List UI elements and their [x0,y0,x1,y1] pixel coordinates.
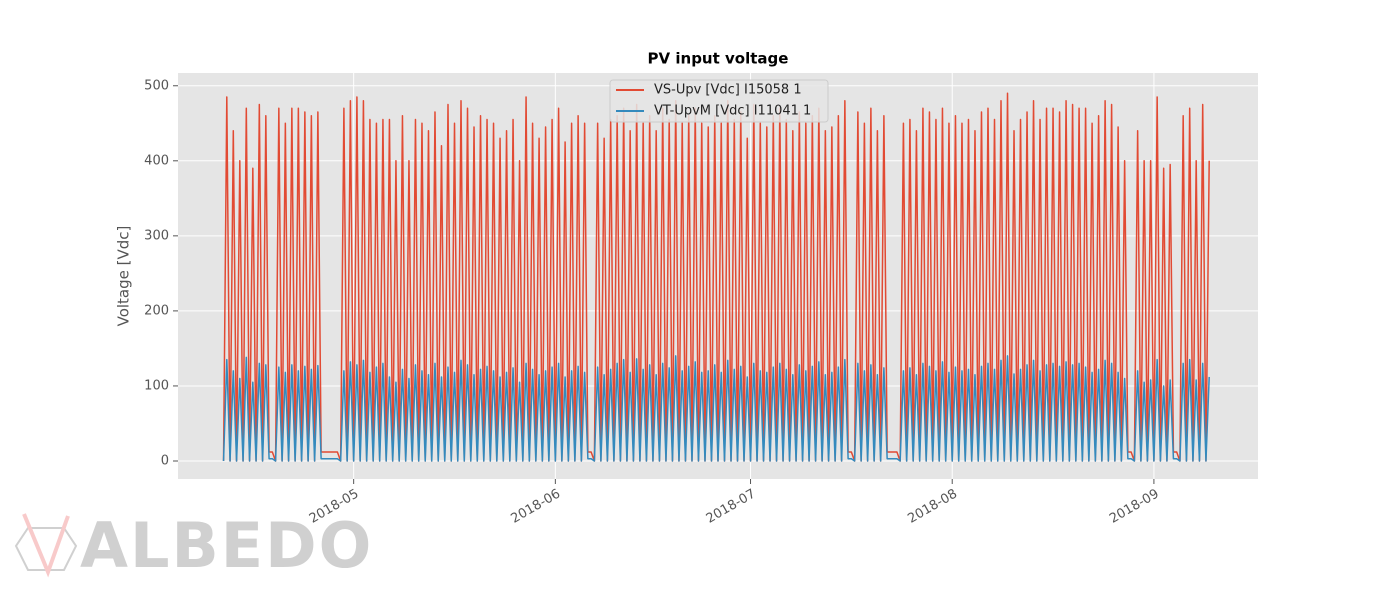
y-tick-label: 0 [161,453,169,468]
legend: VS-Upv [Vdc] I15058 1 VT-UpvM [Vdc] I1104… [609,79,829,123]
watermark: ALBEDO [14,509,373,582]
x-tick-label: 2018-06 [509,487,564,527]
logo-mark [22,513,70,578]
y-tick-label: 300 [144,228,169,243]
legend-label: VT-UpvM [Vdc] I11041 1 [654,104,811,119]
chart-title: PV input voltage [648,50,789,68]
legend-box [609,79,829,123]
plot-area [178,73,1258,479]
y-tick-label: 200 [144,303,169,318]
x-tick-label: 2018-09 [1107,487,1162,527]
x-tick-label: 2018-07 [704,487,759,527]
legend-label: VS-Upv [Vdc] I15058 1 [654,83,802,98]
watermark-text: ALBEDO [80,509,373,582]
y-tick-label: 500 [144,78,169,93]
y-tick-label: 400 [144,153,169,168]
series-line [222,92,1210,462]
series-line [222,355,1210,462]
x-tick-label: 2018-08 [905,487,960,527]
y-tick-label: 100 [144,378,169,393]
y-axis-label: Voltage [Vdc] [115,226,133,327]
